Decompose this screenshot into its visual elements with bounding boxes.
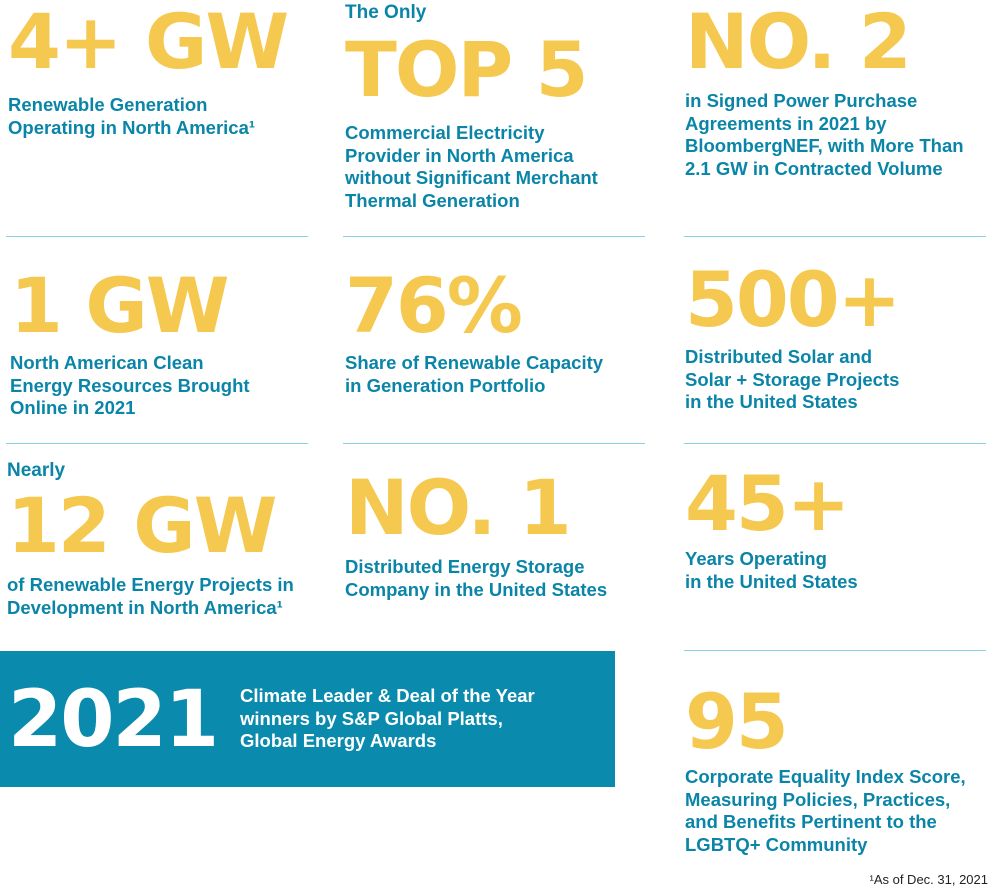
stat-description: Share of Renewable Capacity in Generatio… [345,352,604,396]
stat-description: Corporate Equality Index Score, Measurin… [685,766,966,855]
stat-value: 95 [685,677,789,766]
stat-prefix: The Only [345,2,427,23]
stat-no1: NO. 1 Distributed Energy Storage Company… [345,470,607,601]
divider [684,650,986,651]
stat-value: 4+ GW [8,0,289,86]
divider [684,443,986,444]
stat-1gw: 1 GW North American Clean Energy Resourc… [10,268,250,420]
stat-prefix: Nearly [7,460,66,481]
awards-banner: 2021 Climate Leader & Deal of the Year w… [0,651,615,787]
stat-value: 45+ [685,459,850,548]
stat-description: Years Operating in the United States [685,548,858,592]
stat-no2: NO. 2 in Signed Power Purchase Agreement… [685,4,964,180]
stat-value: TOP 5 [345,25,588,114]
stat-45plus: 45+ Years Operating in the United States [685,466,858,593]
stat-value: NO. 1 [345,463,572,552]
stat-description: Distributed Energy Storage Company in th… [345,556,608,600]
stat-76pct: 76% Share of Renewable Capacity in Gener… [345,268,603,397]
stat-500plus: 500+ Distributed Solar and Solar + Stora… [685,255,901,414]
stat-value: 1 GW [10,261,230,350]
footnote: ¹As of Dec. 31, 2021 [869,872,988,887]
stat-value: 76% [345,261,523,350]
divider [343,236,645,237]
stat-description: Distributed Solar and Solar + Storage Pr… [685,346,900,412]
banner-year: 2021 [8,675,219,765]
stat-top5: The Only TOP 5 Commercial Electricity Pr… [345,2,598,212]
divider [6,443,308,444]
stat-description: Commercial Electricity Provider in North… [345,122,598,211]
divider [684,236,986,237]
stat-description: of Renewable Energy Projects in Developm… [7,574,294,618]
stat-description: Renewable Generation Operating in North … [8,94,256,138]
stat-value: 12 GW [7,481,277,570]
stat-description: in Signed Power Purchase Agreements in 2… [685,90,964,179]
stat-12gw: Nearly 12 GW of Renewable Energy Project… [7,460,294,619]
divider [6,236,308,237]
stat-description: North American Clean Energy Resources Br… [10,352,250,418]
stat-95: 95 Corporate Equality Index Score, Measu… [685,684,966,856]
stat-value: NO. 2 [685,0,912,86]
stat-value: 500+ [685,255,901,344]
banner-text: Climate Leader & Deal of the Year winner… [240,685,535,751]
divider [343,443,645,444]
stat-renewable-generation: 4+ GW Renewable Generation Operating in … [8,0,289,139]
